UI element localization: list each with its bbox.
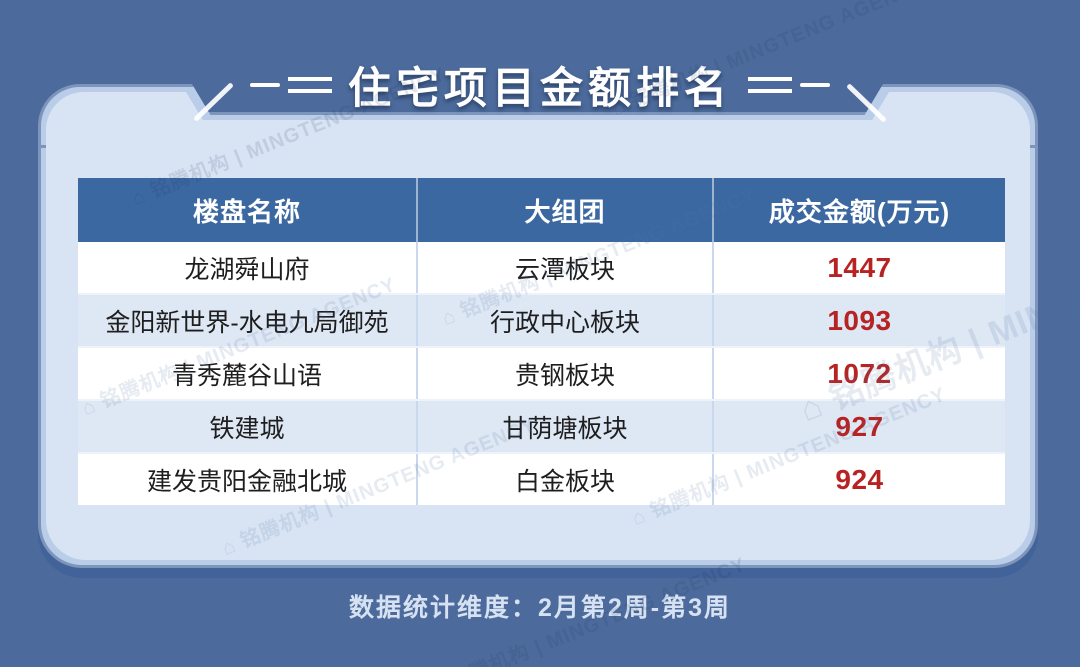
title-decor-left <box>250 77 332 93</box>
project-name-cell: 龙湖舜山府 <box>78 242 418 293</box>
amount-cell: 1447 <box>827 251 892 283</box>
district-cell: 白金板块 <box>418 454 714 505</box>
decor-double-line-icon <box>748 77 792 93</box>
project-name-cell: 青秀麓谷山语 <box>78 348 418 399</box>
decor-dash-icon <box>800 83 830 87</box>
table-header-row: 楼盘名称 大组团 成交金额(万元) <box>78 178 1005 242</box>
table-row: 龙湖舜山府 云潭板块 1447 <box>78 242 1005 295</box>
amount-cell: 1093 <box>827 304 892 336</box>
table-row: 建发贵阳金融北城 白金板块 924 <box>78 454 1005 505</box>
decor-dash-icon <box>250 83 280 87</box>
column-header-district: 大组团 <box>418 178 714 242</box>
project-name-cell: 建发贵阳金融北城 <box>78 454 418 505</box>
district-cell: 贵钢板块 <box>418 348 714 399</box>
project-name-cell: 铁建城 <box>78 401 418 452</box>
title-decor-right <box>748 77 830 93</box>
data-period-caption: 数据统计维度：2月第2周-第3周 <box>348 594 732 622</box>
district-cell: 甘荫塘板块 <box>418 401 714 452</box>
district-cell: 行政中心板块 <box>418 295 714 346</box>
column-header-project: 楼盘名称 <box>78 178 418 242</box>
amount-cell: 927 <box>835 410 884 442</box>
amount-cell: 924 <box>835 463 884 495</box>
amount-cell: 1072 <box>827 357 892 389</box>
page-title: 住宅项目金额排名 <box>348 66 732 113</box>
title-bar: 住宅项目金额排名 <box>0 56 1080 114</box>
decor-double-line-icon <box>288 77 332 93</box>
table-row: 青秀麓谷山语 贵钢板块 1072 <box>78 348 1005 401</box>
ranking-table: 楼盘名称 大组团 成交金额(万元) 龙湖舜山府 云潭板块 1447 金阳新世界-… <box>78 178 1005 505</box>
table-row: 铁建城 甘荫塘板块 927 <box>78 401 1005 454</box>
column-header-amount: 成交金额(万元) <box>768 196 951 227</box>
table-row: 金阳新世界-水电九局御苑 行政中心板块 1093 <box>78 295 1005 348</box>
district-cell: 云潭板块 <box>418 242 714 293</box>
project-name-cell: 金阳新世界-水电九局御苑 <box>78 295 418 346</box>
